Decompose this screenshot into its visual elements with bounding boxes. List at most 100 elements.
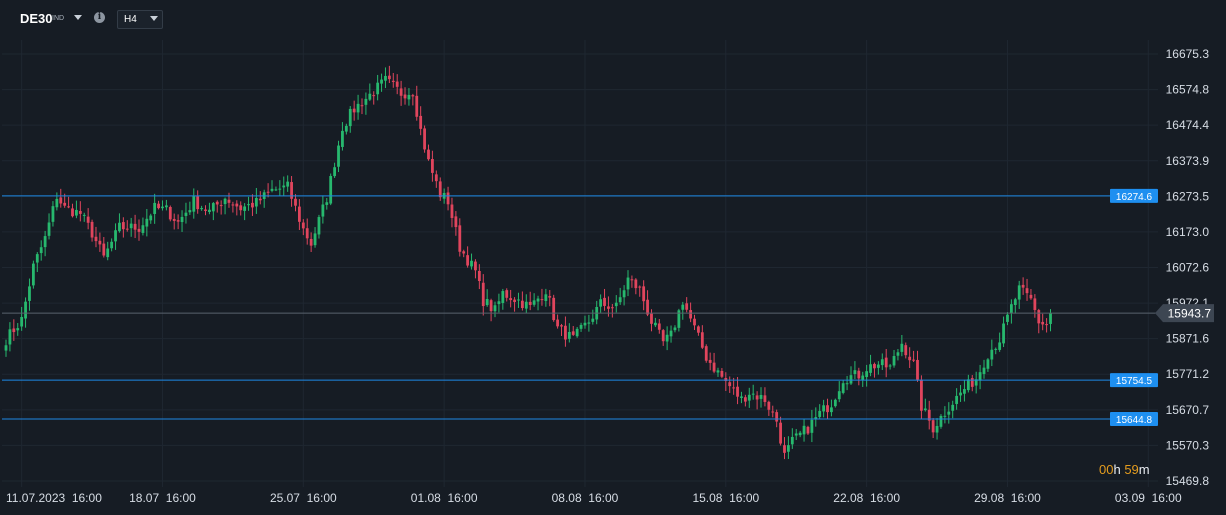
candle-body[interactable] — [657, 323, 661, 330]
level-price-badge[interactable] — [1110, 412, 1158, 427]
candle-body[interactable] — [779, 422, 782, 444]
candle-body[interactable] — [384, 75, 387, 81]
candle-body[interactable] — [904, 345, 908, 356]
candle-body[interactable] — [231, 204, 235, 206]
candle-body[interactable] — [689, 310, 692, 319]
symbol-dropdown-caret-icon[interactable] — [74, 15, 82, 20]
candle-body[interactable] — [376, 82, 380, 95]
candle-body[interactable] — [697, 326, 700, 333]
candle-body[interactable] — [560, 325, 563, 327]
candle-body[interactable] — [626, 277, 630, 290]
candle-body[interactable] — [407, 94, 411, 100]
candle-body[interactable] — [712, 362, 716, 372]
candle-body[interactable] — [751, 393, 755, 395]
candle-body[interactable] — [227, 199, 231, 203]
candle-body[interactable] — [157, 203, 160, 209]
candle-body[interactable] — [920, 379, 923, 411]
candle-body[interactable] — [1049, 313, 1052, 324]
candle-body[interactable] — [211, 203, 215, 212]
candle-body[interactable] — [321, 204, 325, 217]
candle-body[interactable] — [164, 205, 168, 208]
candle-body[interactable] — [622, 290, 626, 298]
candle-body[interactable] — [235, 203, 239, 207]
candle-body[interactable] — [939, 415, 943, 427]
candle-body[interactable] — [642, 286, 646, 302]
candle-body[interactable] — [380, 79, 383, 84]
candle-body[interactable] — [998, 342, 1002, 350]
candle-body[interactable] — [188, 210, 192, 213]
candle-body[interactable] — [301, 222, 305, 229]
candle-body[interactable] — [1029, 294, 1033, 299]
level-price-badge[interactable] — [1110, 188, 1158, 203]
candle-body[interactable] — [716, 370, 720, 373]
candle-body[interactable] — [125, 228, 129, 230]
candle-body[interactable] — [243, 206, 247, 211]
candle-body[interactable] — [474, 261, 477, 271]
candle-body[interactable] — [176, 220, 180, 222]
candle-body[interactable] — [12, 328, 16, 333]
candle-body[interactable] — [258, 198, 262, 201]
candle-body[interactable] — [51, 206, 55, 222]
candle-body[interactable] — [747, 394, 751, 401]
candle-body[interactable] — [986, 359, 990, 369]
candle-body[interactable] — [63, 202, 67, 206]
candle-body[interactable] — [790, 436, 794, 445]
candle-body[interactable] — [869, 364, 872, 373]
candle-body[interactable] — [528, 301, 532, 305]
candle-body[interactable] — [720, 370, 724, 377]
candle-body[interactable] — [567, 331, 571, 339]
candle-body[interactable] — [700, 332, 704, 348]
candle-body[interactable] — [826, 405, 829, 413]
candle-body[interactable] — [798, 432, 802, 436]
candle-body[interactable] — [540, 299, 544, 301]
candle-body[interactable] — [395, 81, 399, 87]
candle-body[interactable] — [4, 345, 8, 351]
candle-body[interactable] — [75, 209, 78, 216]
candle-body[interactable] — [524, 301, 528, 309]
candle-body[interactable] — [24, 301, 27, 319]
candle-body[interactable] — [200, 208, 203, 210]
candle-body[interactable] — [548, 296, 552, 298]
candle-body[interactable] — [325, 202, 329, 205]
candle-body[interactable] — [970, 378, 974, 387]
candle-body[interactable] — [833, 399, 837, 407]
candle-body[interactable] — [485, 299, 489, 306]
candle-body[interactable] — [427, 149, 430, 160]
candle-body[interactable] — [196, 196, 200, 210]
candle-body[interactable] — [149, 215, 153, 221]
candle-body[interactable] — [180, 216, 184, 223]
candle-body[interactable] — [208, 209, 211, 213]
candle-body[interactable] — [743, 397, 747, 402]
candle-body[interactable] — [223, 198, 227, 205]
candle-body[interactable] — [458, 225, 462, 252]
candle-body[interactable] — [184, 212, 188, 216]
candle-body[interactable] — [106, 248, 110, 258]
candle-body[interactable] — [693, 318, 696, 326]
candle-body[interactable] — [141, 225, 145, 233]
candle-body[interactable] — [520, 300, 524, 309]
candle-body[interactable] — [771, 411, 775, 413]
candle-body[interactable] — [822, 405, 826, 412]
candle-body[interactable] — [415, 95, 419, 117]
candle-body[interactable] — [532, 300, 536, 305]
candle-body[interactable] — [677, 310, 681, 328]
candle-body[interactable] — [59, 197, 63, 204]
candle-body[interactable] — [1041, 321, 1045, 325]
candle-body[interactable] — [391, 80, 395, 82]
candle-body[interactable] — [86, 216, 90, 223]
candle-body[interactable] — [959, 392, 962, 396]
candle-body[interactable] — [638, 286, 642, 288]
candle-body[interactable] — [571, 331, 575, 335]
candle-body[interactable] — [298, 206, 301, 222]
candle-body[interactable] — [951, 404, 955, 411]
candle-body[interactable] — [477, 270, 481, 282]
candle-body[interactable] — [857, 370, 861, 379]
candle-body[interactable] — [317, 217, 321, 235]
candle-body[interactable] — [892, 356, 896, 366]
candle-body[interactable] — [102, 243, 106, 256]
candle-body[interactable] — [497, 301, 501, 305]
candle-body[interactable] — [251, 202, 254, 208]
candle-body[interactable] — [618, 297, 622, 303]
candle-body[interactable] — [450, 204, 454, 218]
candle-body[interactable] — [912, 359, 915, 361]
